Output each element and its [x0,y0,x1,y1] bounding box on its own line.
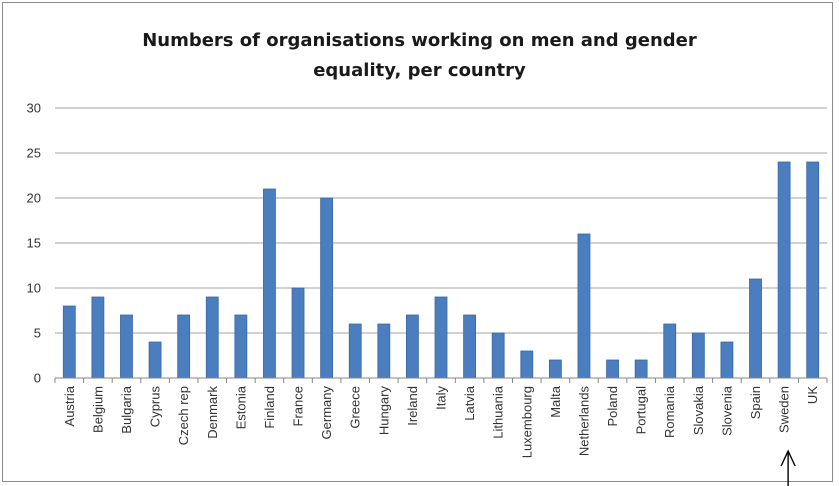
bar [148,341,162,379]
x-tick-label: Finland [262,386,277,429]
x-tick-label: Slovakia [691,385,706,435]
x-tick-label: Hungary [376,386,391,436]
bar [691,332,705,379]
bar [634,359,648,379]
y-tick-label: 10 [27,281,41,296]
bar [491,332,505,379]
x-tick-label: Romania [662,385,677,438]
x-tick-label: Denmark [205,386,220,439]
bar [62,305,76,379]
bar [320,197,334,379]
y-tick-label: 25 [27,146,41,161]
bar [806,161,820,379]
y-tick-label: 5 [34,326,41,341]
bar [263,188,276,379]
x-tick-label: Greece [348,386,363,429]
chart-frame [2,2,833,482]
y-tick-label: 30 [27,101,41,116]
x-tick-label: Belgium [90,386,105,433]
chart-title-line-1: Numbers of organisations working on men … [142,30,697,51]
x-tick-label: Sweden [777,386,792,433]
annotation [780,449,796,486]
bar [749,278,762,379]
x-tick-label: Spain [748,386,763,419]
x-tick-label: Ireland [405,386,420,426]
bar [606,359,619,379]
bar [120,314,133,379]
x-tick-label: Cyprus [148,386,163,428]
bars [62,161,820,379]
y-tick-label: 20 [27,191,41,206]
x-tick-label: Lithuania [491,385,506,439]
x-tick-label: Bulgaria [119,385,134,433]
chart-title: Numbers of organisations working on men … [0,26,839,86]
x-tick-label: Germany [319,386,334,440]
x-tick-label: Italy [434,386,449,410]
x-tick-label: UK [805,386,820,404]
y-tick-label: 0 [34,371,41,386]
x-tick-label: Netherlands [576,386,591,457]
bar [777,161,791,379]
bar [720,341,734,379]
x-tick-label: Portugal [634,386,649,435]
x-tick-label: Slovenia [719,385,734,436]
bar [520,350,534,379]
bar [434,296,448,379]
bar [234,314,248,379]
y-tick-label: 15 [27,236,41,251]
x-axis [54,377,828,383]
bar [548,359,562,379]
bar [406,314,419,379]
annotation-arrow-head [780,449,796,467]
chart-title-line-2: equality, per country [313,60,526,81]
x-tick-label: Luxembourg [519,386,534,458]
x-axis-labels: Austria Belgium Bulgaria Cyprus Czech rep Den… [62,385,820,458]
x-tick-label: Austria [62,385,77,426]
bar [291,287,305,379]
bar [577,233,591,379]
y-axis-ticks: 0 5 10 15 20 25 30 [27,101,41,386]
x-tick-label: Estonia [233,385,248,429]
bar [463,314,476,379]
x-tick-label: Czech rep [176,386,191,445]
bar [663,323,677,379]
bar [377,323,391,379]
bar [91,296,105,379]
x-tick-label: Poland [605,386,620,426]
bar [177,314,191,379]
bar [348,323,362,379]
x-tick-label: Malta [548,385,563,418]
x-tick-label: Latvia [462,385,477,420]
x-tick-label: France [291,386,306,426]
bar [205,296,219,379]
